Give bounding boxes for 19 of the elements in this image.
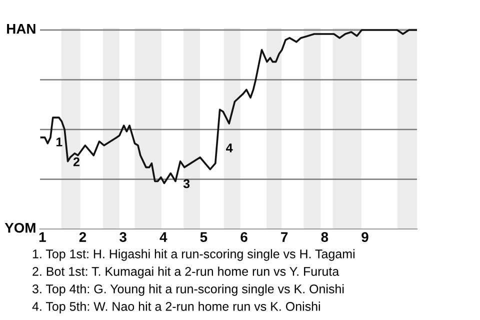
text: YOM xyxy=(4,222,36,233)
x-tick-label: 4 xyxy=(160,232,168,242)
x-tick-label: 1 xyxy=(39,232,46,242)
annotation: 1 xyxy=(56,138,62,146)
annotation: 3 xyxy=(183,179,190,188)
text: 4. Top 5th: W. Nao hit a 2-run home run vs K. Onishi xyxy=(32,302,320,314)
text: 3. Top 4th: G. Young hit a run-scoring single vs K. Onishi xyxy=(32,284,344,296)
x-tick-label: 5 xyxy=(200,232,208,242)
x-tick-label: 2 xyxy=(79,232,86,242)
x-tick-label: 8 xyxy=(321,232,328,242)
x-tick-label: 6 xyxy=(240,232,248,242)
annotation: 2 xyxy=(73,157,80,166)
x-tick-label: 7 xyxy=(281,232,288,242)
text: 2. Bot 1st: T. Kumagai hit a 2-run home run vs Y. Furuta xyxy=(32,266,340,278)
ref-line-label: HAN xyxy=(7,24,36,34)
annotation: 4 xyxy=(226,144,233,152)
text: 1. Top 1st: H. Higashi hit a run-scoring single vs H. Tagami xyxy=(32,249,354,261)
x-tick-label: 9 xyxy=(362,232,368,242)
x-tick-label: 3 xyxy=(120,232,126,242)
